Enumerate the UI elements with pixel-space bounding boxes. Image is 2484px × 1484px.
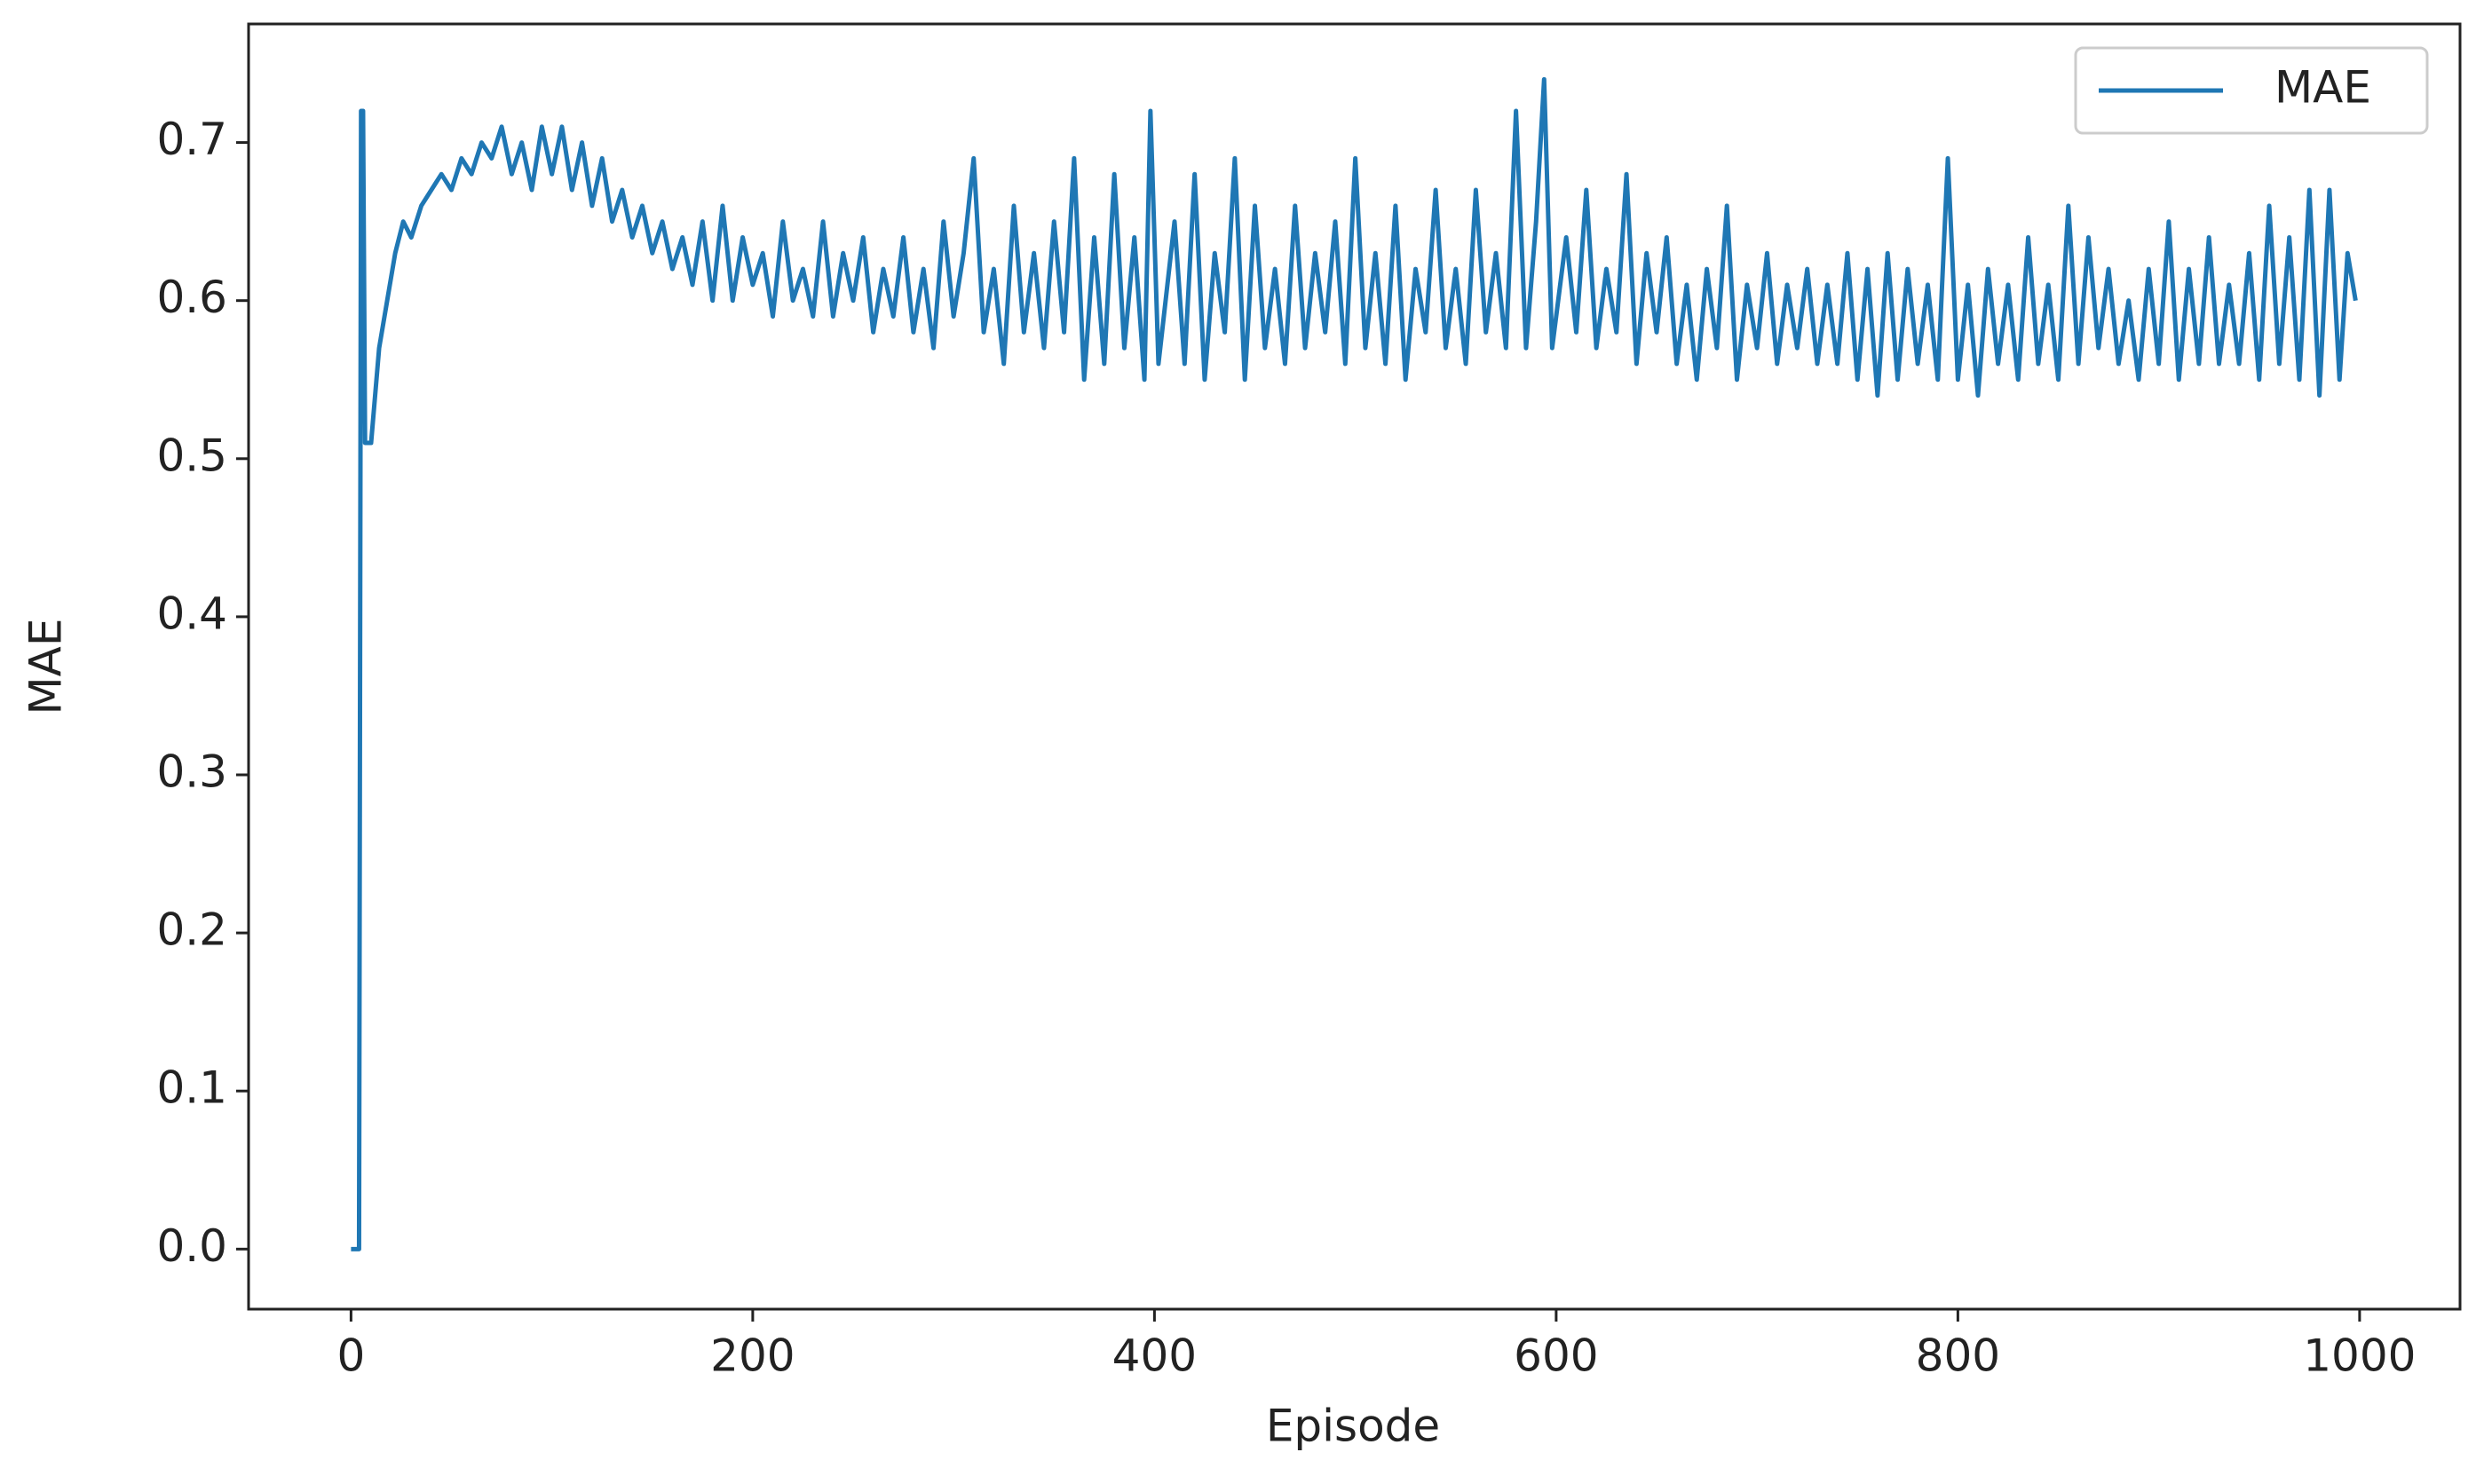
x-tick-label: 0 <box>336 1330 365 1382</box>
legend-box <box>2074 46 2429 135</box>
x-tick-label: 200 <box>710 1330 795 1382</box>
y-tick-label: 0.3 <box>156 746 227 798</box>
legend-label: MAE <box>2274 62 2371 114</box>
x-tick-label: 600 <box>1514 1330 1598 1382</box>
x-axis-label: Episode <box>1266 1401 1440 1452</box>
y-tick-label: 0.0 <box>156 1220 227 1272</box>
x-tick-label: 800 <box>1916 1330 2000 1382</box>
y-axis-label: MAE <box>20 619 72 715</box>
y-tick-label: 0.4 <box>156 588 227 639</box>
x-tick-label: 400 <box>1112 1330 1197 1382</box>
plot-frame <box>247 22 2462 1311</box>
y-tick-label: 0.5 <box>156 430 227 481</box>
y-tick-label: 0.1 <box>156 1062 227 1114</box>
data-line <box>351 76 2358 1251</box>
y-tick-label: 0.6 <box>156 272 227 323</box>
y-tick-label: 0.7 <box>156 114 227 165</box>
x-tick-label: 1000 <box>2303 1330 2416 1382</box>
y-tick-label: 0.2 <box>156 904 227 956</box>
